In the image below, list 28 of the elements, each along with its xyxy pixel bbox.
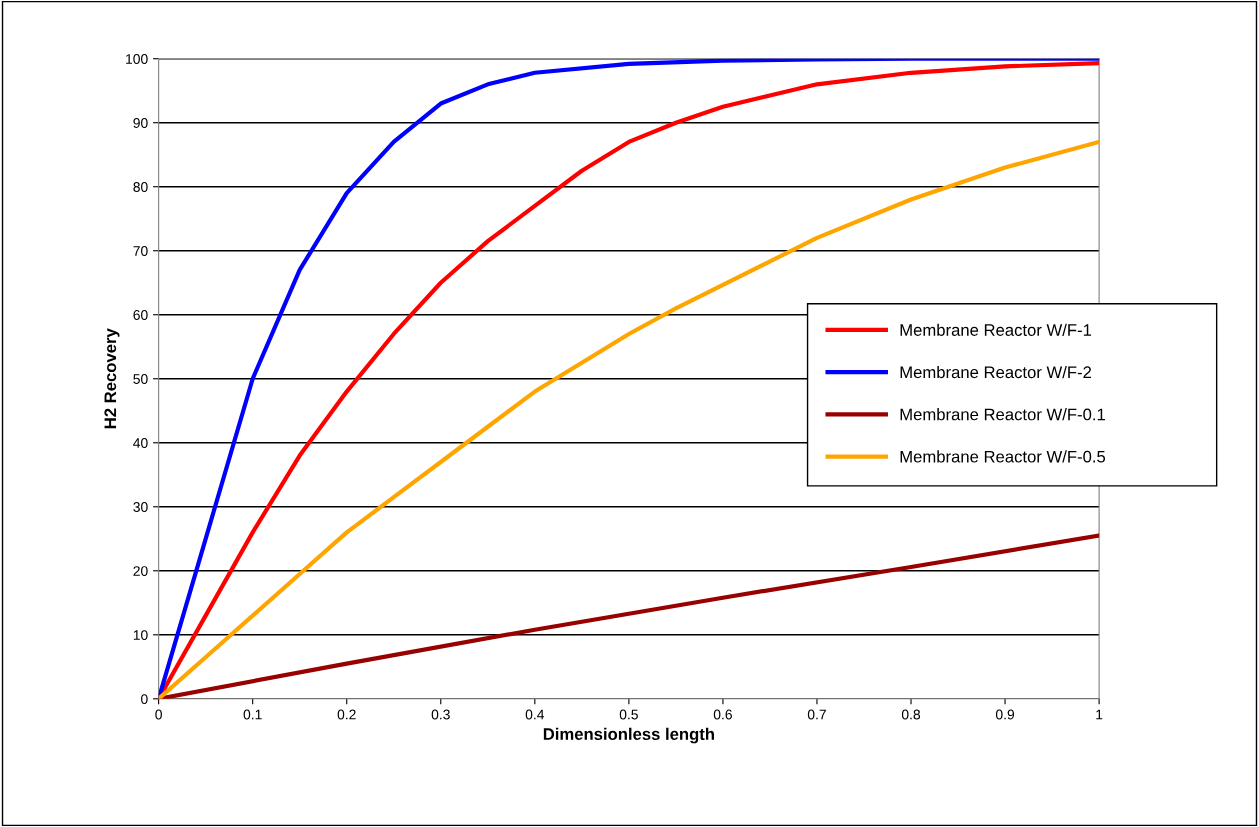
y-tick-label: 100	[126, 54, 148, 64]
x-tick-label: 1	[1096, 709, 1103, 720]
y-tick-label: 80	[133, 182, 148, 192]
x-tick-label: 0.1	[243, 709, 262, 720]
legend-label: Membrane Reactor W/F-1	[900, 323, 1092, 336]
legend-label: Membrane Reactor W/F-0.5	[900, 450, 1106, 463]
x-tick-label: 0	[155, 709, 162, 720]
y-tick-label: 40	[133, 438, 148, 448]
y-tick-label: 50	[133, 374, 148, 384]
x-tick-label: 0.2	[337, 709, 356, 720]
y-tick-label: 10	[133, 630, 148, 640]
x-tick-label: 0.3	[431, 709, 450, 720]
y-tick-label: 70	[133, 246, 148, 256]
legend-label: Membrane Reactor W/F-2	[900, 365, 1092, 379]
x-tick-label: 0.9	[995, 709, 1015, 720]
y-tick-label: 60	[133, 310, 148, 320]
y-tick-label: 90	[133, 118, 148, 128]
x-tick-label: 0.7	[807, 709, 826, 720]
x-tick-label: 0.5	[619, 709, 638, 720]
y-tick-label: 20	[133, 566, 148, 576]
legend-label: Membrane Reactor W/F-0.1	[900, 408, 1105, 421]
x-tick-label: 0.6	[713, 709, 732, 720]
x-tick-label: 0.4	[525, 709, 545, 720]
x-tick-label: 0.8	[901, 709, 921, 720]
x-axis-title: Dimensionless length	[543, 727, 714, 744]
y-tick-label: 30	[133, 502, 148, 512]
y-axis-title: H2 Recovery	[104, 328, 120, 429]
y-tick-label: 0	[141, 694, 148, 704]
